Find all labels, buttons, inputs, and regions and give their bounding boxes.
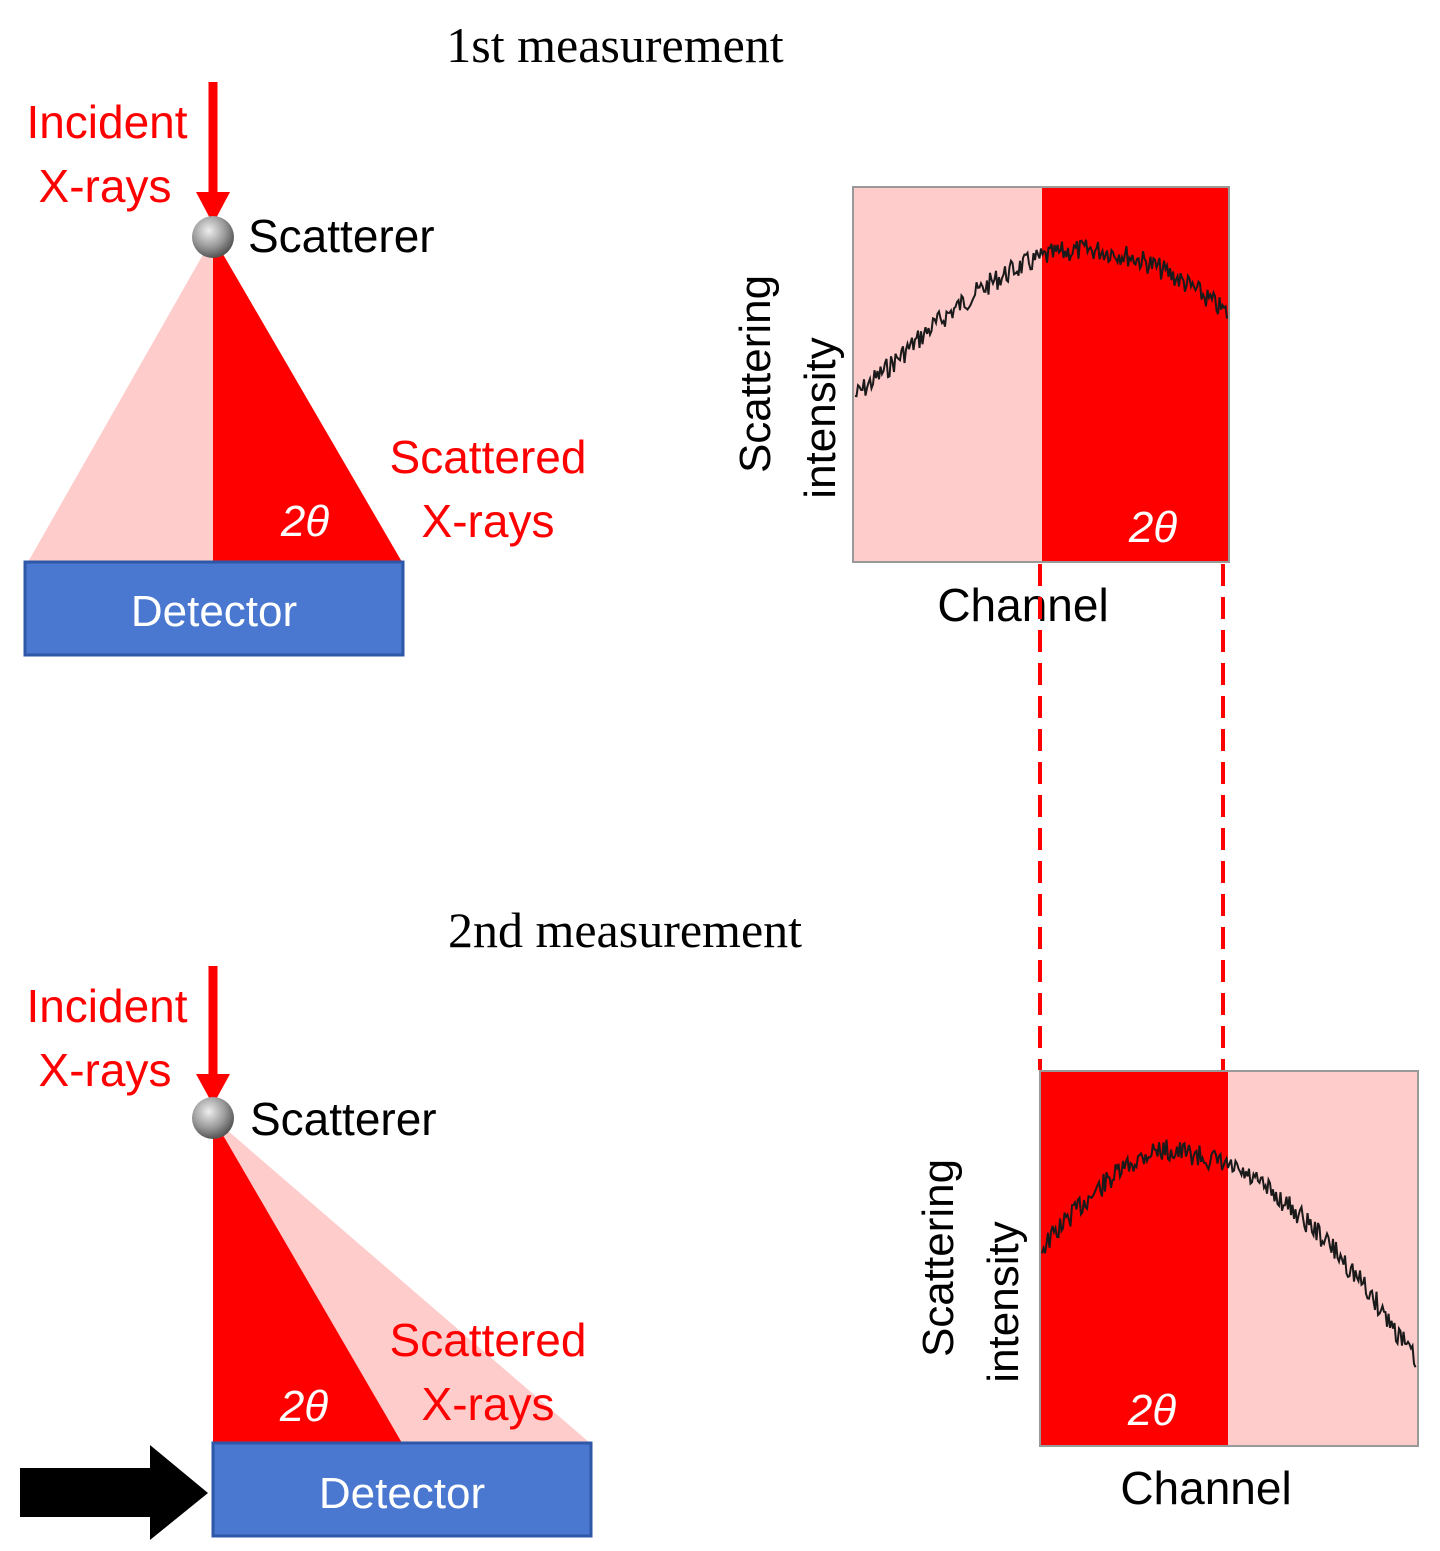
scattered-cone-light	[28, 237, 213, 562]
scattered-label-line-2: X-rays	[422, 495, 555, 547]
scatterer-label: Scatterer	[248, 210, 435, 262]
measurement-2-title: 2nd measurement	[448, 902, 802, 958]
plot-ylabel-line-2: intensity	[979, 1221, 1028, 1382]
measurement-1-plot: Scattering intensity 2θ Channel	[731, 186, 1230, 631]
plot-frame	[1039, 1070, 1419, 1447]
plot-angle-label: 2θ	[1128, 503, 1177, 552]
incident-label-line-2: X-rays	[39, 1044, 172, 1096]
plot-ylabel-line-1: Scattering	[914, 1159, 963, 1357]
scattering-curve	[854, 239, 1228, 398]
scattering-curve	[1041, 1139, 1417, 1368]
plot-region-2theta	[1040, 1071, 1228, 1446]
detector	[211, 1441, 593, 1538]
measurement-1-title: 1st measurement	[446, 17, 784, 73]
scatterer-ball	[192, 1097, 234, 1139]
incident-label-line-1: Incident	[26, 96, 187, 148]
plot-xlabel: Channel	[937, 579, 1108, 631]
detector-shift-arrow-icon	[20, 1445, 208, 1540]
plot-frame	[852, 186, 1230, 563]
angle-label: 2θ	[279, 1382, 328, 1431]
plot-ylabel-line-2: intensity	[796, 337, 845, 498]
angle-label: 2θ	[280, 497, 329, 546]
detector-label: Detector	[131, 587, 297, 636]
plot-xlabel: Channel	[1120, 1462, 1291, 1514]
scattered-label-line-2: X-rays	[422, 1378, 555, 1430]
plot-region-light	[1228, 1071, 1418, 1446]
scatterer-ball	[192, 216, 234, 258]
scattered-cone-2theta	[213, 1118, 402, 1443]
incident-label-line-2: X-rays	[39, 160, 172, 212]
plot-region-light	[853, 187, 1042, 562]
measurement-2-setup: 2nd measurement Detector Incident X-rays…	[20, 902, 802, 1540]
detector	[23, 560, 405, 657]
measurement-2-plot: Scattering intensity 2θ Channel	[914, 1070, 1419, 1514]
measurement-1-setup: 1st measurement Detector Incident X-rays…	[23, 17, 784, 657]
scattered-label-line-1: Scattered	[390, 431, 587, 483]
plot-ylabel-line-1: Scattering	[731, 275, 780, 473]
detector-label: Detector	[319, 1469, 485, 1518]
incident-arrow-head	[196, 192, 230, 224]
scattered-cone-2theta	[213, 237, 402, 562]
incident-arrow-head	[196, 1074, 230, 1105]
scatterer-label: Scatterer	[250, 1093, 437, 1145]
incident-label-line-1: Incident	[26, 980, 187, 1032]
plot-angle-label: 2θ	[1127, 1386, 1176, 1435]
scattered-label-line-1: Scattered	[390, 1314, 587, 1366]
